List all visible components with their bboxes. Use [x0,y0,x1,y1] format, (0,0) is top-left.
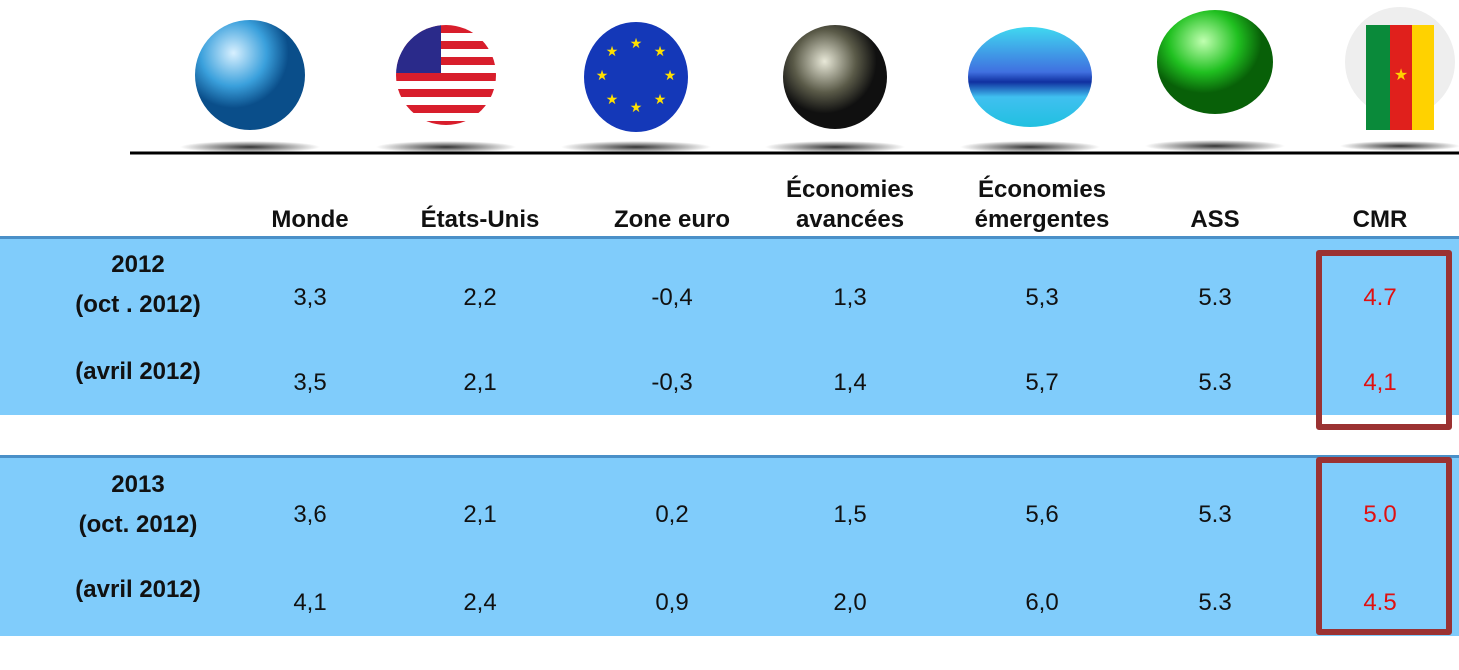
column-header: Monde [225,205,395,235]
icons: ★ ★ ★ ★ ★ ★ ★ ★ ★ [0,0,1459,160]
row-label: (oct . 2012) [75,291,200,319]
column-header: CMR [1295,205,1459,235]
world-globe [195,20,305,130]
emerging-globe [968,27,1092,127]
cell-value: 5.3 [1198,369,1231,397]
cell-value: 4,1 [293,589,326,617]
cell-value: 6,0 [1025,589,1058,617]
cell-value: 1,5 [833,501,866,529]
page: {"columns": ["Monde", "États-Unis", "Zon… [0,0,1459,670]
group-year: 2012 [111,251,164,279]
svg-text:★: ★ [630,99,643,115]
cell-value: 0,2 [655,501,688,529]
cell-value: 2,2 [463,284,496,312]
cell-value: 5,6 [1025,501,1058,529]
cell-value: 1,3 [833,284,866,312]
column-header: ASS [1130,205,1300,235]
svg-text:★: ★ [596,67,609,83]
cell-value: 2,1 [463,501,496,529]
cell-value: 3,3 [293,284,326,312]
column-header: Économies émergentes [957,175,1127,235]
column-header: Zone euro [587,205,757,235]
column-header: Économies avancées [765,175,935,235]
highlight-box [1316,250,1452,430]
ssa-globe [1157,10,1273,114]
cell-value: -0,4 [651,284,692,312]
eu-flag: ★ ★ ★ ★ ★ ★ ★ ★ [584,22,688,132]
cell-value: 5.3 [1198,501,1231,529]
svg-text:★: ★ [654,91,667,107]
group-year: 2013 [111,471,164,499]
highlight-box [1316,457,1452,635]
us-flag [396,25,496,129]
svg-text:★: ★ [1394,67,1408,84]
cell-value: 2,1 [463,369,496,397]
cmr-flag: ★ [1345,7,1455,130]
row-label: (oct. 2012) [79,511,198,539]
row-label: (avril 2012) [75,576,200,604]
svg-text:★: ★ [654,43,667,59]
svg-text:★: ★ [630,35,643,51]
row-label: (avril 2012) [75,358,200,386]
column-header: États-Unis [395,205,565,235]
shadows [180,140,1459,153]
advanced-globe [783,25,887,129]
row-band [0,455,1459,636]
cell-value: -0,3 [651,369,692,397]
cell-value: 2,0 [833,589,866,617]
cell-value: 5.3 [1198,589,1231,617]
cell-value: 5,3 [1025,284,1058,312]
cell-value: 5.3 [1198,284,1231,312]
cell-value: 3,6 [293,501,326,529]
svg-text:★: ★ [606,43,619,59]
cell-value: 2,4 [463,589,496,617]
cell-value: 5,7 [1025,369,1058,397]
svg-text:★: ★ [664,67,677,83]
svg-text:★: ★ [606,91,619,107]
row-band [0,236,1459,415]
cell-value: 3,5 [293,369,326,397]
cell-value: 1,4 [833,369,866,397]
cell-value: 0,9 [655,589,688,617]
